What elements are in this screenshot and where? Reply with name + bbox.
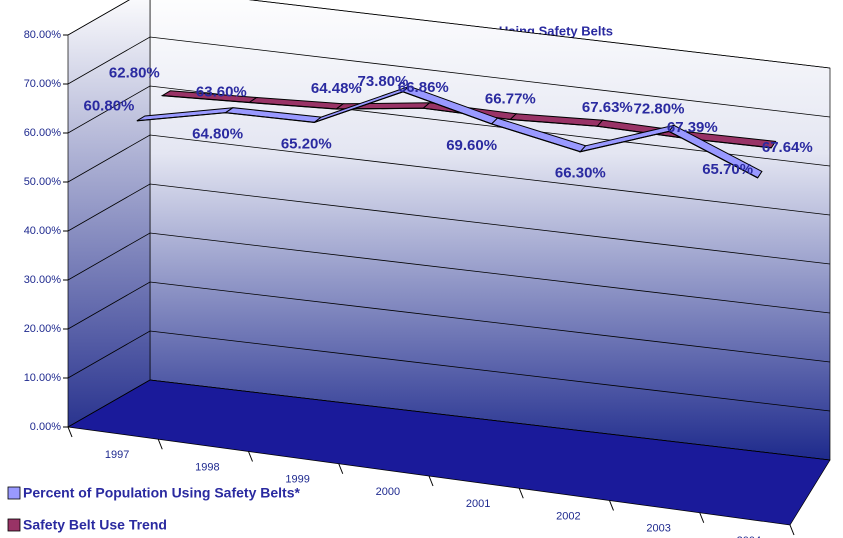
- x-tick-label: 1998: [195, 461, 219, 473]
- y-tick-label: 60.00%: [24, 127, 62, 139]
- grid-line: [67, 379, 831, 461]
- x-tick: [789, 524, 795, 536]
- x-tick: [248, 451, 253, 462]
- legend-swatch: [7, 518, 21, 532]
- y-tick-label: 80.00%: [24, 29, 62, 41]
- back-wall: [149, 0, 831, 461]
- data-label: 72.80%: [634, 100, 685, 117]
- data-label: 67.39%: [667, 119, 718, 136]
- grid-line: [67, 0, 831, 69]
- y-tick-label: 0.00%: [30, 421, 61, 433]
- data-label: 65.20%: [281, 135, 332, 152]
- y-tick-label: 40.00%: [24, 225, 62, 237]
- data-label: 66.30%: [555, 165, 606, 182]
- data-label: 65.70%: [702, 161, 753, 178]
- data-label: 67.63%: [582, 99, 633, 116]
- x-tick: [518, 488, 524, 499]
- y-tick-label: 50.00%: [24, 176, 62, 188]
- x-tick: [609, 500, 614, 511]
- data-label: 73.80%: [358, 73, 409, 90]
- grid-line: [67, 183, 831, 265]
- data-label: 63.60%: [196, 83, 247, 100]
- grid-line: [67, 36, 831, 118]
- grid-line: [67, 232, 831, 314]
- legend-label: Percent of Population Using Safety Belts…: [23, 485, 300, 501]
- grid-line: [67, 330, 831, 412]
- grid-line: [67, 85, 831, 167]
- x-tick: [338, 463, 344, 474]
- data-label: 64.80%: [192, 126, 243, 143]
- data-label: 64.48%: [311, 80, 362, 97]
- data-label: 69.60%: [446, 137, 497, 154]
- x-tick-label: 2004: [737, 535, 761, 538]
- x-tick: [157, 439, 163, 450]
- y-tick-label: 10.00%: [24, 372, 62, 384]
- data-label: 67.64%: [762, 139, 813, 156]
- x-tick-label: 1999: [285, 474, 309, 486]
- x-tick: [67, 426, 73, 438]
- data-label: 62.80%: [109, 65, 160, 82]
- legend-swatch: [7, 486, 21, 500]
- grid-line: [67, 134, 831, 216]
- x-tick: [699, 512, 705, 523]
- y-tick-label: 20.00%: [24, 323, 62, 335]
- x-tick-label: 2001: [466, 498, 490, 510]
- x-tick-label: 1997: [105, 449, 129, 461]
- legend-label: Safety Belt Use Trend: [23, 517, 167, 533]
- data-label: 60.80%: [84, 98, 135, 115]
- data-label: 66.77%: [485, 91, 536, 108]
- y-tick-label: 30.00%: [24, 274, 62, 286]
- x-tick: [428, 475, 434, 487]
- data-label: 66.86%: [398, 79, 449, 96]
- y-tick-label: 70.00%: [24, 78, 62, 90]
- grid-line: [67, 281, 831, 363]
- x-tick-label: 2003: [646, 523, 670, 535]
- x-tick-label: 2000: [376, 486, 400, 498]
- series-line: [136, 91, 758, 179]
- x-tick-label: 2002: [556, 510, 580, 522]
